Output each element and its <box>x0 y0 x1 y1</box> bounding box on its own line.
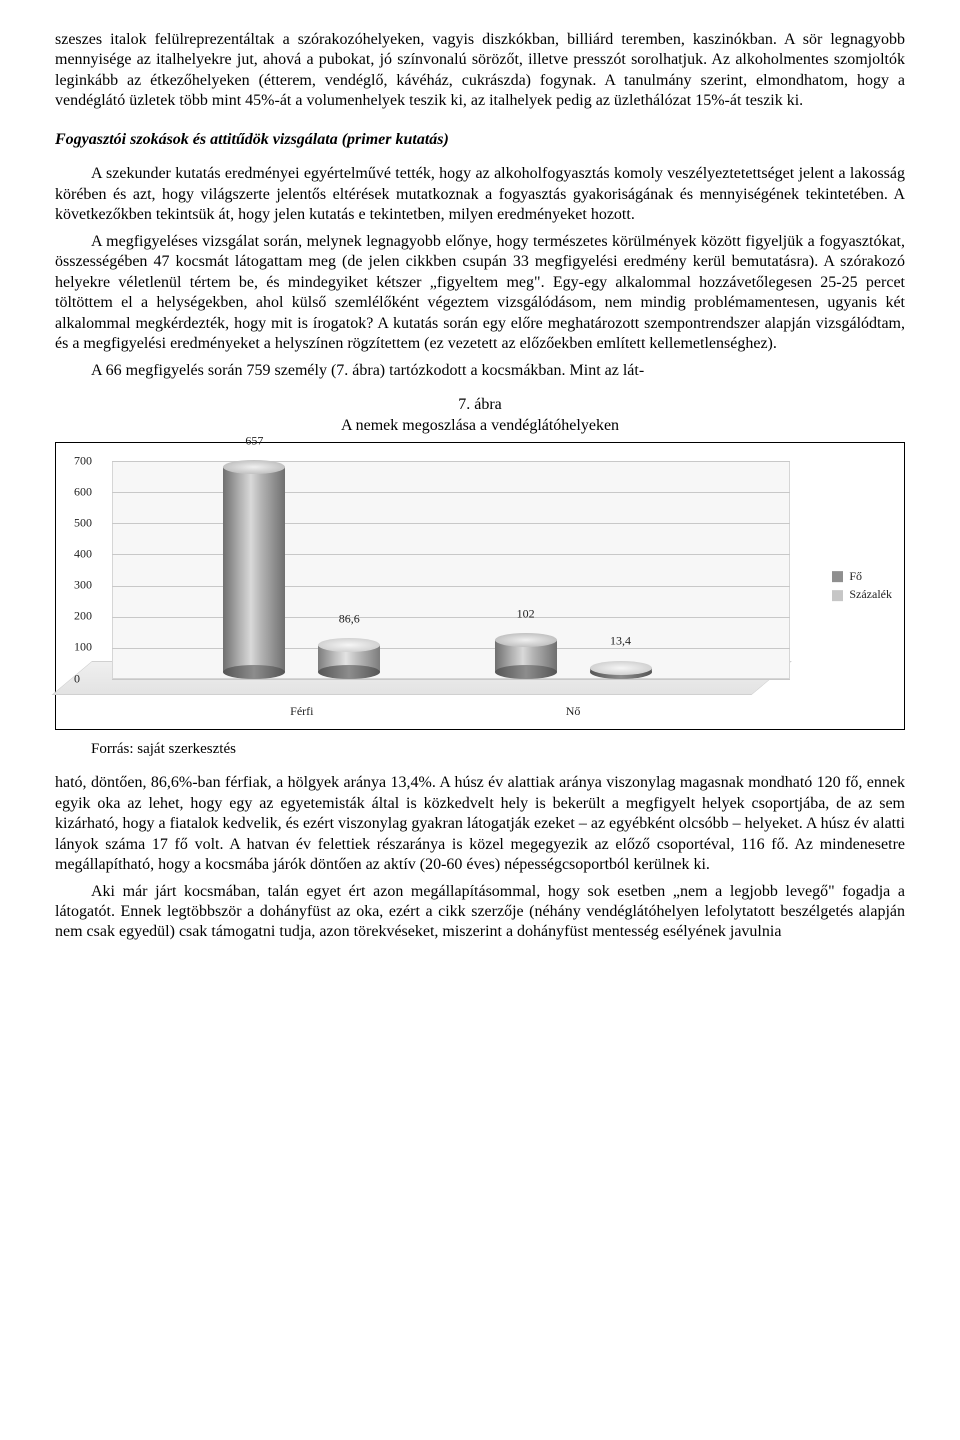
figure-source: Forrás: saját szerkesztés <box>91 740 905 759</box>
y-axis-tick: 400 <box>74 547 92 562</box>
legend-item: Fő <box>832 569 892 584</box>
chart-bar <box>223 460 285 679</box>
figure-title: A nemek megoszlása a vendéglátóhelyeken <box>341 417 619 434</box>
body-paragraph-4: ható, döntően, 86,6%-ban férfiak, a hölg… <box>55 773 905 875</box>
y-axis-tick: 300 <box>74 578 92 593</box>
chart-bar <box>318 638 380 679</box>
figure-caption: 7. ábra A nemek megoszlása a vendéglátóh… <box>55 395 905 436</box>
chart-floor: 010020030040050060070065786,6Férfi10213,… <box>112 461 790 679</box>
figure-number: 7. ábra <box>458 396 502 413</box>
chart-plot-area: 010020030040050060070065786,6Férfi10213,… <box>112 461 790 721</box>
y-axis-tick: 500 <box>74 516 92 531</box>
intro-paragraph: szeszes italok felülreprezentáltak a szó… <box>55 30 905 112</box>
y-axis-tick: 0 <box>74 671 80 686</box>
y-axis-tick: 200 <box>74 609 92 624</box>
legend-swatch-icon <box>832 590 843 601</box>
body-paragraph-5: Aki már járt kocsmában, talán egyet ért … <box>55 882 905 943</box>
chart-bar <box>495 633 557 679</box>
body-paragraph-1: A szekunder kutatás eredményei egyértelm… <box>55 164 905 225</box>
legend-label: Fő <box>849 569 862 584</box>
legend-label: Százalék <box>849 587 892 602</box>
bar-value-label: 102 <box>517 606 535 621</box>
legend-item: Százalék <box>832 587 892 602</box>
x-axis-label: Nő <box>566 704 581 719</box>
chart-back-wall <box>112 461 790 679</box>
y-axis-tick: 600 <box>74 484 92 499</box>
chart-bar <box>590 661 652 679</box>
bar-value-label: 13,4 <box>610 634 631 649</box>
y-axis-tick: 700 <box>74 453 92 468</box>
gender-distribution-chart: 010020030040050060070065786,6Férfi10213,… <box>55 442 905 730</box>
bar-value-label: 86,6 <box>339 611 360 626</box>
chart-legend: Fő Százalék <box>832 566 892 606</box>
section-title: Fogyasztói szokások és attitűdök vizsgál… <box>55 130 905 150</box>
body-paragraph-3: A 66 megfigyelés során 759 személy (7. á… <box>55 361 905 381</box>
x-axis-label: Férfi <box>290 704 313 719</box>
y-axis-tick: 100 <box>74 640 92 655</box>
body-paragraph-2: A megfigyeléses vizsgálat során, melynek… <box>55 232 905 355</box>
legend-swatch-icon <box>832 571 843 582</box>
bar-value-label: 657 <box>245 434 263 449</box>
